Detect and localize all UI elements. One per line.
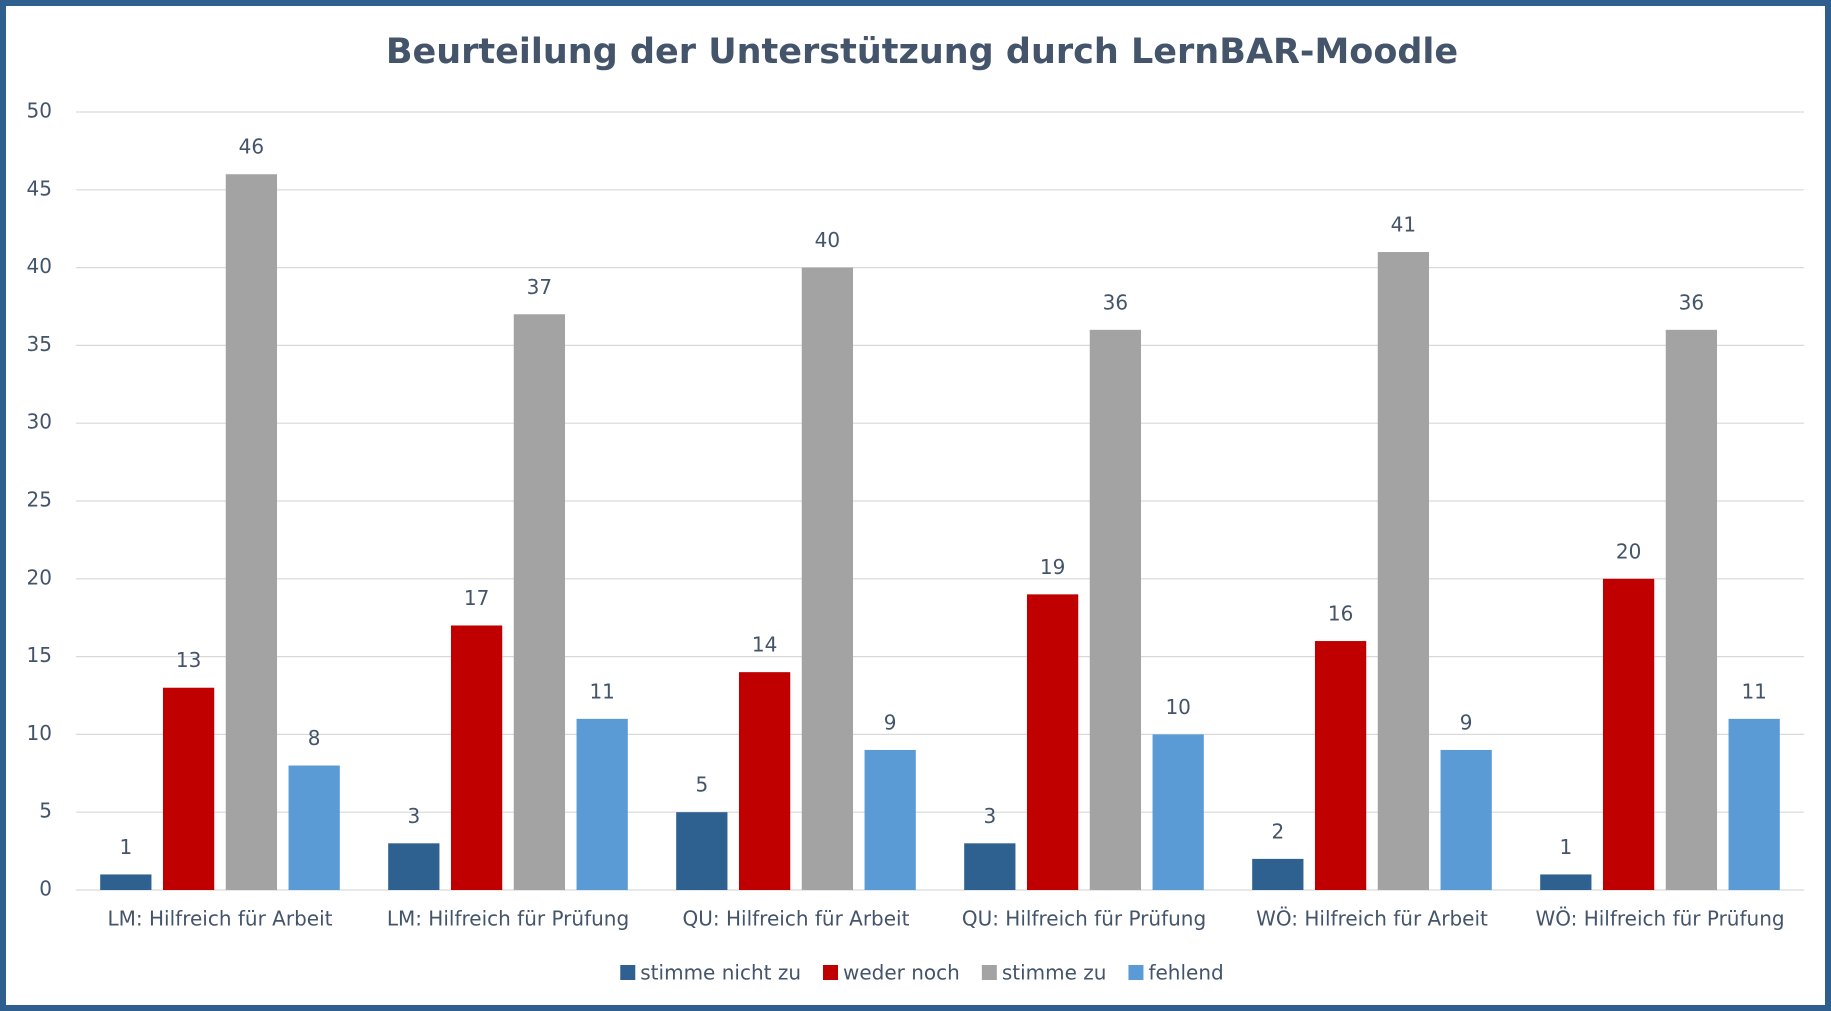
legend-label: stimme nicht zu [640,961,801,985]
data-label: 41 [1391,213,1416,237]
bar [676,812,728,890]
y-tick-label: 5 [39,799,52,823]
x-tick-label: LM: Hilfreich für Arbeit [108,907,333,931]
bar [1026,594,1079,890]
bar [1252,858,1304,890]
bar [1152,734,1204,890]
bar [162,687,215,890]
legend-label: fehlend [1148,961,1223,985]
bar [513,314,566,890]
data-label: 9 [884,710,897,734]
y-tick-label: 15 [27,643,52,667]
chart-title: Beurteilung der Unterstützung durch Lern… [386,32,1458,72]
bar [1377,252,1430,891]
bar [964,843,1016,890]
data-label: 9 [1460,710,1473,734]
bar [388,843,440,890]
bar [801,267,854,891]
x-tick-label: WÖ: Hilfreich für Arbeit [1256,907,1488,931]
y-tick-label: 45 [27,176,52,200]
data-label: 1 [119,835,132,859]
y-tick-label: 50 [27,99,52,123]
legend-swatch [823,965,839,980]
y-tick-label: 30 [27,410,52,434]
data-label: 2 [1271,819,1284,843]
bar [1665,329,1718,891]
data-label: 14 [752,633,777,657]
data-label: 5 [695,773,708,797]
data-label: 36 [1679,290,1704,314]
legend-swatch [981,965,997,980]
data-label: 16 [1328,602,1353,626]
bar [288,765,340,890]
y-tick-label: 20 [27,565,52,589]
bar [1314,641,1367,890]
data-label: 8 [308,726,321,750]
data-label: 3 [983,804,996,828]
data-label: 10 [1165,695,1190,719]
legend-label: weder noch [843,961,960,985]
legend-swatch [620,965,636,980]
data-label: 11 [1741,679,1766,703]
bar [225,174,278,891]
data-label: 40 [815,228,840,252]
x-tick-label: LM: Hilfreich für Prüfung [387,907,629,931]
bar [576,718,628,890]
data-label: 1 [1559,835,1572,859]
data-label: 36 [1103,290,1128,314]
data-label: 37 [527,275,552,299]
y-tick-label: 25 [27,488,52,512]
legend-swatch [1128,965,1144,980]
y-tick-label: 0 [39,877,52,901]
bar [1089,329,1142,891]
bar [864,749,916,890]
y-tick-label: 40 [27,254,52,278]
bar [1602,578,1655,890]
data-label: 3 [407,804,420,828]
bar [450,625,503,890]
bar [100,874,152,890]
data-label: 46 [239,135,264,159]
data-label: 20 [1616,539,1641,563]
bar [738,672,791,890]
data-label: 13 [176,648,201,672]
legend-label: stimme zu [1002,961,1107,985]
y-tick-label: 10 [27,721,52,745]
x-tick-label: QU: Hilfreich für Prüfung [962,907,1206,931]
data-label: 19 [1040,555,1065,579]
bar [1728,718,1780,890]
x-tick-label: WÖ: Hilfreich für Prüfung [1535,907,1784,931]
x-tick-label: QU: Hilfreich für Arbeit [683,907,910,931]
bar [1540,874,1592,890]
data-label: 11 [589,679,614,703]
bar [1440,749,1492,890]
y-tick-label: 35 [27,332,52,356]
data-label: 17 [464,586,489,610]
